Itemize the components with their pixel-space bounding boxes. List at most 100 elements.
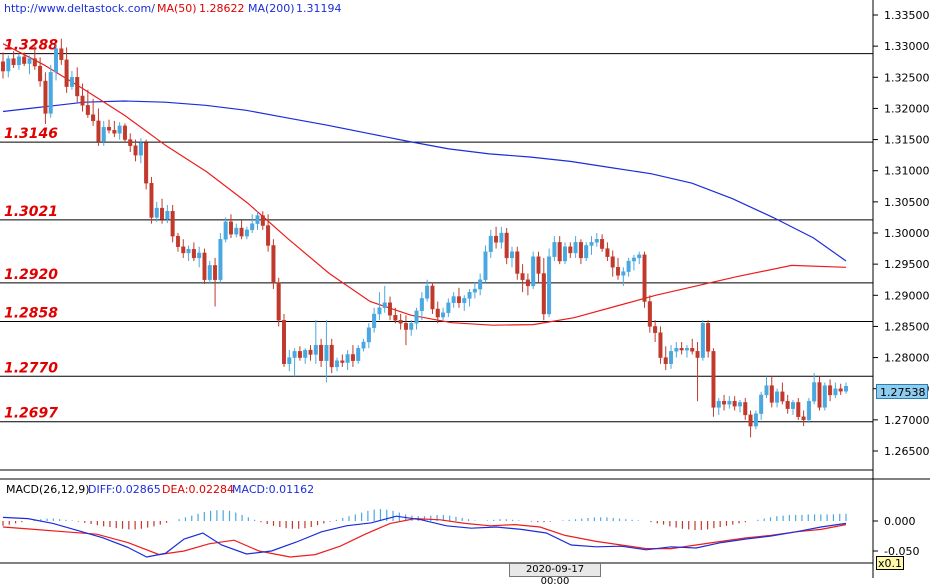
candle: [822, 382, 827, 411]
ma50-path: [2, 43, 847, 326]
candle: [11, 51, 16, 68]
candle: [425, 279, 430, 302]
candle: [303, 348, 308, 364]
candle: [372, 307, 377, 333]
candle: [128, 133, 133, 153]
price-tick-label: 1.33500: [884, 9, 930, 22]
candle: [64, 47, 69, 93]
candle: [499, 226, 504, 249]
candle: [435, 301, 440, 324]
candle: [748, 410, 753, 438]
candle: [419, 292, 424, 321]
candlesticks: [1, 38, 849, 438]
price-tick-label: 1.29000: [884, 289, 930, 302]
price-level-label: 1.3288: [4, 38, 58, 54]
candle: [38, 57, 43, 87]
macd-title: MACD(26,12,9): [6, 483, 90, 496]
candle: [663, 346, 668, 371]
candle: [674, 341, 679, 358]
candle: [324, 320, 329, 383]
price-tick-label: 1.32500: [884, 71, 930, 84]
candle: [716, 398, 721, 415]
candle: [642, 251, 647, 308]
candle: [377, 292, 382, 321]
macd-histogram: [2, 509, 847, 530]
candle: [43, 72, 48, 124]
macd-dea: DEA:0.02284: [162, 483, 234, 496]
price-tick-label: 1.30000: [884, 227, 930, 240]
candle: [732, 396, 737, 411]
last-price-tag: 1.27538: [876, 384, 928, 399]
candle: [637, 251, 642, 265]
candle: [398, 313, 403, 330]
candle: [335, 357, 340, 372]
candle: [313, 320, 318, 364]
macd-tick-label: -0.050: [884, 545, 919, 558]
price-level-label: 1.2920: [4, 267, 58, 283]
candle: [541, 257, 546, 321]
candle: [329, 338, 334, 374]
price-tick-label: 1.27000: [884, 414, 930, 427]
candle: [6, 55, 11, 78]
candle: [388, 296, 393, 321]
price-tick-label: 1.26500: [884, 445, 930, 458]
candle: [653, 320, 658, 342]
candle: [340, 354, 345, 367]
candle: [414, 307, 419, 330]
candle: [573, 236, 578, 258]
candle: [472, 282, 477, 299]
price-level-label: 1.3021: [4, 204, 58, 220]
candle: [186, 245, 191, 262]
candle: [250, 214, 255, 233]
candle: [844, 382, 849, 394]
candle: [27, 55, 32, 75]
zoom-button[interactable]: x0.1: [876, 556, 904, 570]
price-tick-label: 1.31500: [884, 134, 930, 147]
candle: [441, 307, 446, 321]
candle: [785, 394, 790, 414]
candle: [727, 396, 732, 409]
candle: [467, 289, 472, 307]
candle: [722, 394, 727, 411]
macd-value: MACD:0.01162: [232, 483, 315, 496]
candle: [557, 236, 562, 265]
candle: [509, 246, 514, 268]
site-url[interactable]: http://www.deltastock.com/: [4, 2, 155, 15]
candle: [690, 338, 695, 355]
candle: [806, 398, 811, 423]
ma50-value: 1.28622: [199, 2, 245, 15]
candle: [483, 245, 488, 283]
price-level-lines: [0, 53, 873, 423]
candle: [54, 43, 59, 81]
price-tick-label: 1.30500: [884, 196, 930, 209]
macd-tick-label: 0.000: [884, 515, 916, 528]
candle: [451, 292, 456, 308]
candle: [287, 350, 292, 372]
diff-line: [2, 515, 847, 558]
candle: [695, 341, 700, 402]
candle: [520, 264, 525, 293]
candle: [228, 214, 233, 238]
candle: [149, 176, 154, 224]
candle: [563, 242, 568, 265]
candle: [175, 232, 180, 252]
candle: [122, 123, 127, 143]
candle: [828, 379, 833, 402]
candle: [743, 398, 748, 420]
candle: [515, 246, 520, 280]
candle: [282, 313, 287, 367]
price-level-label: 1.3146: [4, 126, 58, 142]
candle: [80, 83, 85, 112]
candle: [308, 345, 313, 361]
candle: [207, 261, 212, 285]
candle: [684, 345, 689, 358]
candle: [462, 295, 467, 311]
candle: [101, 120, 106, 146]
candle: [446, 298, 451, 318]
price-tick-label: 1.32000: [884, 102, 930, 115]
candle: [796, 398, 801, 420]
price-level-label: 1.2697: [4, 406, 58, 422]
candle: [202, 248, 207, 285]
